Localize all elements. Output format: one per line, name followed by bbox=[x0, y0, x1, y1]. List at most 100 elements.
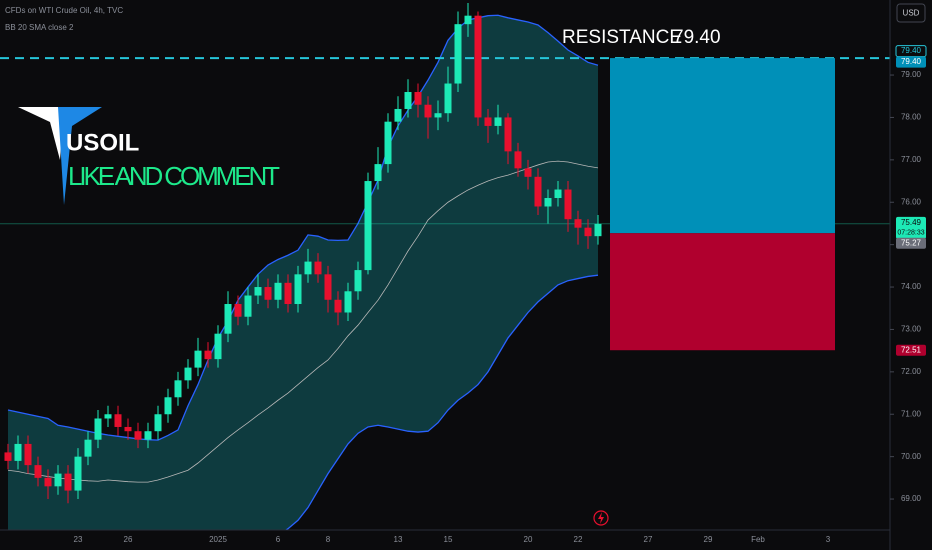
band-line bbox=[284, 274, 599, 530]
y-tick-label: 78.00 bbox=[901, 113, 922, 122]
price-label: 79.40 bbox=[901, 46, 922, 55]
candle-body bbox=[494, 117, 502, 126]
y-tick-label: 73.00 bbox=[901, 325, 922, 334]
candle-body bbox=[204, 350, 212, 360]
x-tick-label: 20 bbox=[524, 535, 533, 544]
candle-body bbox=[334, 299, 342, 313]
candle-body bbox=[354, 270, 362, 292]
candle-body bbox=[254, 287, 262, 296]
candle-body bbox=[224, 304, 232, 334]
candle-body bbox=[4, 452, 12, 461]
candle-body bbox=[344, 291, 352, 313]
candle-body bbox=[54, 473, 62, 487]
candle-body bbox=[434, 113, 442, 118]
indicator-title: BB 20 SMA close 2 bbox=[5, 23, 74, 32]
candle-body bbox=[284, 282, 292, 305]
y-tick-label: 79.00 bbox=[901, 70, 922, 79]
logo-white bbox=[18, 107, 63, 160]
candle-body bbox=[534, 176, 542, 207]
candle-body bbox=[394, 108, 402, 122]
x-tick-label: 22 bbox=[574, 535, 583, 544]
price-label: 75.27 bbox=[901, 238, 922, 247]
candle-body bbox=[524, 168, 532, 177]
candle-body bbox=[14, 443, 22, 461]
candle-body bbox=[554, 189, 562, 199]
plot-area bbox=[0, 2, 890, 530]
price-label-box bbox=[896, 344, 926, 356]
stop-zone bbox=[610, 233, 835, 351]
candle-body bbox=[114, 414, 122, 427]
y-tick-label: 77.00 bbox=[901, 155, 922, 164]
currency[interactable]: USD bbox=[903, 9, 920, 18]
candle-body bbox=[414, 92, 422, 105]
x-tick-label: 2025 bbox=[209, 535, 227, 544]
alert-icon[interactable] bbox=[593, 510, 609, 526]
candle-body bbox=[194, 350, 202, 368]
candle-body bbox=[564, 189, 572, 220]
y-tick-label: 76.00 bbox=[901, 197, 922, 206]
y-tick-label: 69.00 bbox=[901, 494, 922, 503]
price-label-box bbox=[896, 45, 926, 57]
alert-bolt[interactable] bbox=[598, 512, 604, 524]
logo bbox=[18, 107, 102, 205]
candle-body bbox=[134, 431, 142, 440]
y-tick-label: 72.00 bbox=[901, 367, 922, 376]
candle-body bbox=[364, 181, 372, 271]
candle-body bbox=[64, 473, 72, 491]
candle-body bbox=[184, 367, 192, 381]
countdown: 07:28:33 bbox=[897, 230, 924, 237]
candle-body bbox=[124, 426, 132, 432]
chart-title: CFDs on WTI Crude Oil, 4h, TVC bbox=[5, 6, 123, 15]
candle-body bbox=[474, 15, 482, 118]
price-label-box bbox=[896, 56, 926, 68]
x-tick-label: 29 bbox=[704, 535, 713, 544]
band-line bbox=[7, 160, 599, 483]
candle-body bbox=[574, 219, 582, 228]
price-label: 75.49 bbox=[901, 218, 922, 227]
candle-body bbox=[154, 414, 162, 432]
candle-body bbox=[24, 443, 32, 466]
x-tick-label: Feb bbox=[751, 535, 765, 544]
candle-body bbox=[444, 83, 452, 114]
resistance-text: RESISTANCE bbox=[562, 27, 682, 48]
candle-body bbox=[324, 274, 332, 300]
price-label: 72.51 bbox=[901, 345, 922, 354]
x-tick-label: 13 bbox=[394, 535, 403, 544]
x-tick-label: 6 bbox=[276, 535, 281, 544]
candle-body bbox=[264, 287, 272, 300]
price-label-box bbox=[896, 216, 926, 239]
candle-body bbox=[164, 397, 172, 415]
candle-body bbox=[294, 274, 302, 305]
candle-body bbox=[424, 104, 432, 118]
candle-body bbox=[584, 227, 592, 237]
candle-body bbox=[244, 295, 252, 317]
x-tick-label: 3 bbox=[826, 535, 831, 544]
candle-body bbox=[464, 15, 472, 25]
price-label-box bbox=[896, 237, 926, 249]
candle-body bbox=[314, 261, 322, 275]
candle-body bbox=[44, 477, 52, 487]
resistance-value: 79.40 bbox=[673, 27, 721, 48]
candle-body bbox=[504, 117, 512, 152]
candle-body bbox=[594, 223, 602, 237]
candle-body bbox=[404, 92, 412, 109]
candle-body bbox=[454, 24, 462, 84]
candle-body bbox=[544, 198, 552, 207]
candle-body bbox=[84, 439, 92, 457]
x-tick-label: 27 bbox=[644, 535, 653, 544]
currency-box[interactable] bbox=[896, 3, 926, 23]
price-label: 79.40 bbox=[901, 57, 922, 66]
alert-circle[interactable] bbox=[593, 510, 609, 526]
candle-body bbox=[214, 333, 222, 360]
candle-body bbox=[484, 117, 492, 126]
candle-body bbox=[34, 465, 42, 478]
target-zone bbox=[610, 58, 835, 234]
candle-body bbox=[514, 151, 522, 169]
call-to-action: LIKE AND COMMENT bbox=[68, 161, 280, 191]
x-tick-label: 26 bbox=[124, 535, 133, 544]
candle-body bbox=[384, 121, 392, 165]
y-tick-label: 70.00 bbox=[901, 452, 922, 461]
candle-body bbox=[144, 431, 152, 440]
y-tick-label: 71.00 bbox=[901, 409, 922, 418]
